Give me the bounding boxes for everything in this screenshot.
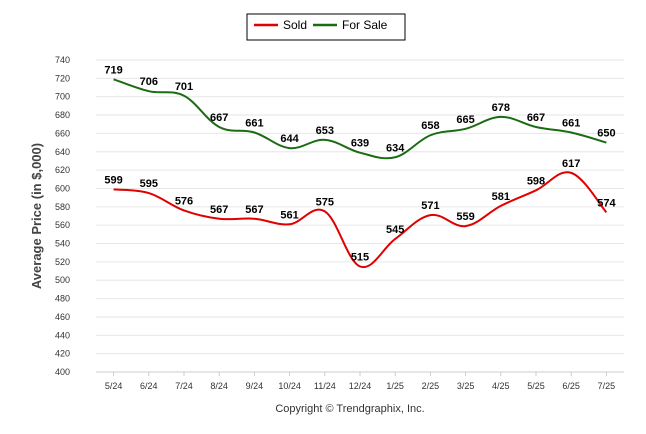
data-label-sold: 595 <box>140 178 158 190</box>
series-lines <box>113 78 608 269</box>
data-label-for-sale: 644 <box>280 133 299 145</box>
data-label-sold: 581 <box>492 191 510 203</box>
data-label-for-sale: 639 <box>351 138 369 150</box>
data-label-for-sale: 719 <box>104 64 122 76</box>
y-tick-label: 420 <box>55 349 70 359</box>
y-tick-label: 700 <box>55 92 70 102</box>
y-tick-label: 740 <box>55 55 70 65</box>
legend-label-for-sale: For Sale <box>342 18 388 32</box>
data-label-for-sale: 661 <box>562 117 580 129</box>
y-tick-label: 460 <box>55 312 70 322</box>
x-tick-label: 10/24 <box>278 381 301 391</box>
legend: Sold For Sale <box>246 13 406 41</box>
y-tick-label: 560 <box>55 220 70 230</box>
data-label-sold: 515 <box>351 251 369 263</box>
x-tick-label: 3/25 <box>457 381 475 391</box>
data-label-sold: 561 <box>280 209 298 221</box>
y-tick-label: 640 <box>55 147 70 157</box>
x-tick-label: 1/25 <box>386 381 404 391</box>
data-label-for-sale: 667 <box>527 112 545 124</box>
y-axis-label: Average Price (in $,000) <box>29 143 44 289</box>
y-tick-label: 720 <box>55 73 70 83</box>
copyright-footer: Copyright © Trendgraphix, Inc. <box>275 403 424 415</box>
y-tick-label: 580 <box>55 202 70 212</box>
x-tick-label: 9/24 <box>246 381 264 391</box>
y-tick-label: 500 <box>55 275 70 285</box>
x-tick-label: 2/25 <box>422 381 440 391</box>
data-label-for-sale: 706 <box>140 76 158 88</box>
data-label-sold: 576 <box>175 195 193 207</box>
data-label-sold: 545 <box>386 224 404 236</box>
x-tick-label: 12/24 <box>349 381 372 391</box>
legend-label-sold: Sold <box>283 18 307 32</box>
data-label-sold: 598 <box>527 175 545 187</box>
y-tick-label: 680 <box>55 110 70 120</box>
data-label-sold: 571 <box>421 200 439 212</box>
data-label-for-sale: 653 <box>316 125 334 137</box>
y-tick-label: 400 <box>55 367 70 377</box>
x-tick-label: 5/25 <box>527 381 545 391</box>
data-label-for-sale: 667 <box>210 112 228 124</box>
x-tick-label: 7/24 <box>175 381 193 391</box>
x-tick-label: 7/25 <box>598 381 616 391</box>
y-axis-ticks: 400 420 440 460 480 500 520 540 560 580 600 620 640 6… <box>55 55 70 377</box>
y-tick-label: 440 <box>55 330 70 340</box>
data-label-for-sale: 665 <box>456 114 474 126</box>
data-label-for-sale: 650 <box>597 128 615 140</box>
data-label-sold: 599 <box>104 174 122 186</box>
y-tick-label: 520 <box>55 257 70 267</box>
y-tick-label: 600 <box>55 183 70 193</box>
x-tick-label: 5/24 <box>105 381 123 391</box>
grid-lines <box>96 59 624 373</box>
y-tick-label: 660 <box>55 128 70 138</box>
x-axis-ticks: 5/24 6/24 7/24 8/24 9/24 10/24 11/24 12/24 1/25 2… <box>105 372 615 391</box>
x-tick-label: 11/24 <box>314 381 336 391</box>
data-label-for-sale: 634 <box>386 142 405 154</box>
data-label-sold: 559 <box>456 211 474 223</box>
legend-box <box>246 13 406 41</box>
data-label-for-sale: 661 <box>245 117 263 129</box>
data-labels: 599 595 576 567 567 561 575 515 545 571 559 581 598 6… <box>104 64 616 263</box>
data-label-sold: 567 <box>245 204 263 216</box>
x-tick-label: 6/24 <box>140 381 158 391</box>
data-label-for-sale: 678 <box>492 102 510 114</box>
y-tick-label: 480 <box>55 294 70 304</box>
data-label-sold: 575 <box>316 196 334 208</box>
x-tick-label: 4/25 <box>492 381 510 391</box>
y-tick-label: 540 <box>55 239 70 249</box>
x-tick-label: 8/24 <box>210 381 228 391</box>
data-label-sold: 574 <box>597 197 616 209</box>
x-tick-label: 6/25 <box>562 381 580 391</box>
series-line-for-sale <box>113 78 607 160</box>
data-label-for-sale: 701 <box>175 81 193 93</box>
data-label-sold: 617 <box>562 158 580 170</box>
y-tick-label: 620 <box>55 165 70 175</box>
data-label-sold: 567 <box>210 204 228 216</box>
data-label-for-sale: 658 <box>421 120 439 132</box>
series-line-sold <box>113 171 608 269</box>
